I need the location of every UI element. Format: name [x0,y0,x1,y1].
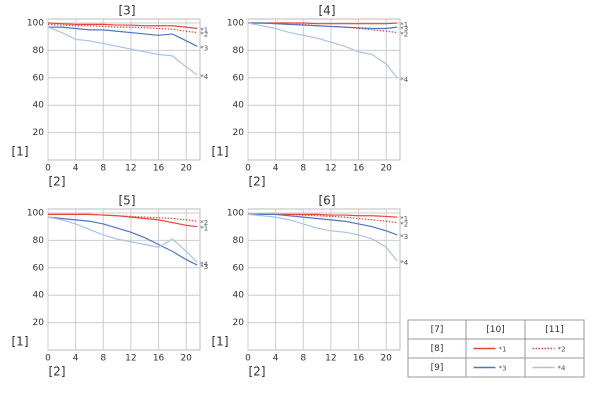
y-tick-label: 40 [233,291,245,301]
x-tick-label: 20 [380,164,392,174]
series-label: *2 [400,221,408,229]
series-label: *4 [200,73,209,81]
series-label: *1 [200,26,208,34]
chart-title: [6] [319,194,336,208]
y-tick-label: 80 [233,46,245,56]
y-tick-label: 40 [33,291,45,301]
x-axis-label: [2] [49,365,66,379]
series-line [248,22,398,30]
x-tick-label: 12 [125,164,136,174]
legend-label: *4 [558,365,567,373]
series-label: *4 [400,76,409,84]
x-tick-label: 8 [300,354,306,364]
x-axis-label: [2] [249,175,266,189]
y-tick-label: 80 [33,236,45,246]
series-label: *4 [200,260,209,268]
chart-title: [3] [119,4,136,18]
x-tick-label: 12 [325,354,336,364]
series-label: *4 [400,259,409,267]
series-label: *2 [200,31,208,39]
table-row-label: [8] [431,344,444,354]
legend-label: *1 [499,346,507,354]
series-line [47,216,198,266]
series-line [47,22,198,30]
y-tick-label: 20 [233,318,245,328]
series-label: *1 [400,215,408,223]
x-tick-label: 16 [353,164,365,174]
series-line [48,213,198,222]
y-tick-label: 100 [27,19,44,29]
series-label: *2 [200,219,208,227]
series-line [247,22,398,79]
x-tick-label: 4 [73,354,79,364]
y-tick-label: 20 [33,128,45,138]
y-axis-label: [1] [12,335,29,349]
y-tick-label: 20 [33,318,45,328]
x-tick-label: 12 [325,164,336,174]
chart-title: [4] [319,4,336,18]
x-tick-label: 20 [180,164,192,174]
y-tick-label: 60 [233,73,245,83]
series-label: *1 [400,21,408,29]
x-tick-label: 4 [273,164,279,174]
y-tick-label: 60 [33,263,45,273]
series-line [47,26,198,76]
y-axis-label: [1] [212,145,229,159]
series-label: *3 [200,44,208,52]
y-tick-label: 60 [233,263,245,273]
x-tick-label: 8 [100,164,106,174]
x-tick-label: 4 [73,164,79,174]
x-tick-label: 16 [153,354,165,364]
plot-frame [247,208,401,351]
plot-frame [47,18,201,161]
series-line [47,23,198,34]
y-tick-label: 100 [27,209,44,219]
x-tick-label: 8 [300,164,306,174]
y-axis-label: [1] [212,335,229,349]
y-tick-label: 40 [233,101,245,111]
table-header: [10] [486,325,504,335]
y-tick-label: 20 [233,128,245,138]
x-tick-label: 0 [45,354,51,364]
series-line [47,216,198,263]
legend-table [407,319,585,378]
x-tick-label: 20 [380,354,392,364]
series-label: *3 [400,25,408,33]
series-line [248,213,398,236]
series-label: *3 [400,233,408,241]
legend-label: *3 [499,365,507,373]
chart-title: [5] [119,194,136,208]
x-axis-label: [2] [49,175,66,189]
x-tick-label: 0 [245,354,251,364]
x-tick-label: 20 [180,354,192,364]
series-line [48,213,198,228]
y-tick-label: 40 [33,101,45,111]
y-tick-label: 100 [227,19,244,29]
x-tick-label: 16 [153,164,165,174]
series-label: *1 [200,225,208,233]
x-tick-label: 4 [273,354,279,364]
table-header: [11] [545,325,563,335]
y-tick-label: 60 [33,73,45,83]
y-tick-label: 100 [227,209,244,219]
y-tick-label: 80 [33,46,45,56]
series-line [48,26,198,47]
x-tick-label: 8 [100,354,106,364]
table-row-label: [9] [431,363,444,373]
x-tick-label: 0 [245,164,251,174]
legend-label: *2 [558,346,566,354]
y-axis-label: [1] [12,145,29,159]
x-tick-label: 16 [353,354,365,364]
series-label: *2 [400,31,408,39]
x-tick-label: 0 [45,164,51,174]
table-header: [7] [431,325,444,335]
x-axis-label: [2] [249,365,266,379]
y-tick-label: 80 [233,236,245,246]
series-label: *3 [200,263,208,271]
x-tick-label: 12 [125,354,136,364]
series-line [247,213,398,262]
